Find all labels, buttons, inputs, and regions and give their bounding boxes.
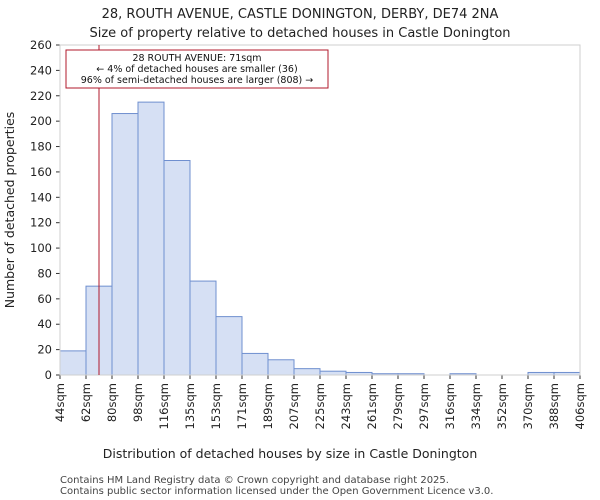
y-tick-label: 220 — [30, 89, 52, 103]
y-tick-label: 140 — [30, 190, 52, 204]
y-tick-label: 240 — [30, 63, 52, 77]
x-tick-label: 135sqm — [183, 383, 197, 429]
y-tick-label: 0 — [45, 368, 52, 382]
bar-116sqm — [163, 160, 191, 376]
bar-80sqm — [111, 113, 139, 376]
x-axis-label: Distribution of detached houses by size … — [103, 446, 478, 461]
bar-207sqm — [293, 368, 321, 376]
x-tick-label: 80sqm — [105, 383, 119, 422]
x-tick-label: 116sqm — [157, 383, 171, 429]
y-tick-label: 100 — [30, 241, 52, 255]
bar-153sqm — [215, 316, 243, 376]
x-tick-label: 171sqm — [235, 383, 249, 429]
annotation-line-2: ← 4% of detached houses are smaller (36) — [96, 64, 297, 75]
y-axis-ticks: 0 20 40 60 80 100 120 140 160 180 200 220 240 260 — [30, 38, 60, 382]
x-tick-label: 261sqm — [365, 383, 379, 429]
x-tick-label: 62sqm — [79, 383, 93, 422]
annotation-frame — [65, 49, 329, 89]
annotation-line-1: 28 ROUTH AVENUE: 71sqm — [132, 53, 261, 64]
bar-171sqm — [241, 352, 269, 376]
x-tick-label: 370sqm — [521, 383, 535, 429]
x-tick-label: 207sqm — [287, 383, 301, 429]
bar-225sqm — [319, 370, 347, 376]
x-tick-label: 98sqm — [131, 383, 145, 422]
y-tick-label: 60 — [37, 292, 52, 306]
bar-98sqm — [137, 101, 165, 376]
x-tick-label: 406sqm — [573, 383, 587, 429]
x-tick-label: 316sqm — [443, 383, 457, 429]
y-tick-label: 200 — [30, 114, 52, 128]
y-tick-label: 180 — [30, 140, 52, 154]
footer-line-2: Contains public sector information licen… — [60, 486, 493, 497]
plot-frame — [59, 44, 581, 376]
annotation-box: 28 ROUTH AVENUE: 71sqm ← 4% of detached … — [65, 49, 329, 89]
x-tick-label: 297sqm — [417, 383, 431, 429]
x-tick-label: 225sqm — [313, 383, 327, 429]
y-tick-label: 160 — [30, 165, 52, 179]
x-tick-label: 334sqm — [469, 383, 483, 429]
x-tick-label: 243sqm — [339, 383, 353, 429]
bar-189sqm — [267, 359, 295, 376]
y-tick-label: 80 — [37, 266, 52, 280]
y-axis-label: Number of detached properties — [2, 112, 17, 309]
chart-title: 28, ROUTH AVENUE, CASTLE DONINGTON, DERB… — [102, 7, 499, 22]
x-tick-label: 44sqm — [53, 383, 67, 422]
x-tick-label: 189sqm — [261, 383, 275, 429]
y-tick-label: 20 — [37, 343, 52, 357]
annotation-line-3: 96% of semi-detached houses are larger (… — [81, 75, 314, 86]
bars-group — [59, 101, 581, 376]
bar-44sqm — [59, 350, 87, 376]
footer-line-1: Contains HM Land Registry data © Crown c… — [60, 475, 449, 486]
bar-135sqm — [189, 280, 217, 376]
chart-subtitle: Size of property relative to detached ho… — [89, 26, 510, 41]
y-tick-label: 40 — [37, 317, 52, 331]
y-tick-label: 260 — [30, 38, 52, 52]
x-axis-ticks: 44sqm 62sqm 80sqm 98sqm 116sqm 135sqm 153sqm 17… — [53, 375, 587, 429]
y-tick-label: 120 — [30, 216, 52, 230]
x-tick-label: 388sqm — [547, 383, 561, 429]
x-tick-label: 352sqm — [495, 383, 509, 429]
x-tick-label: 279sqm — [391, 383, 405, 429]
x-tick-label: 153sqm — [209, 383, 223, 429]
